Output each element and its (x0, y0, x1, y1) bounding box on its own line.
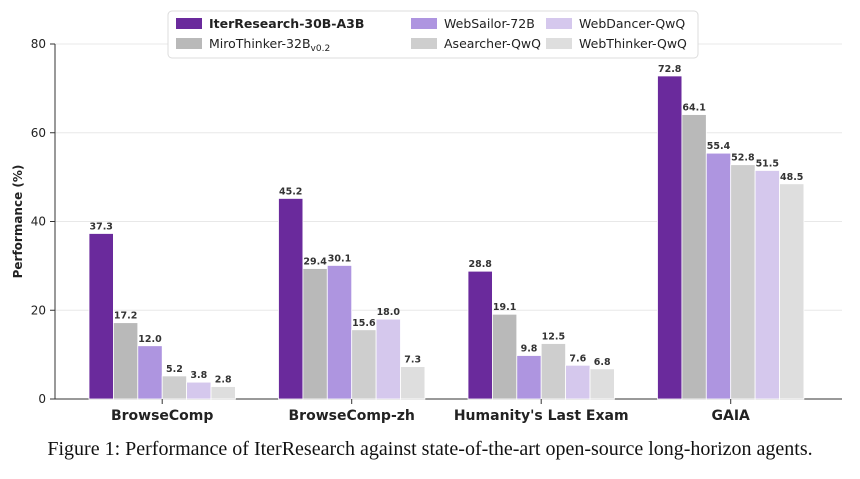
legend-entry: MiroThinker-32Bv0.2 (209, 36, 330, 54)
data-label: 18.0 (377, 307, 401, 318)
figure-caption: Figure 1: Performance of IterResearch ag… (47, 438, 813, 460)
data-label: 6.8 (594, 357, 611, 368)
data-label: 72.8 (658, 64, 682, 75)
legend-entry: WebThinker-QwQ (579, 36, 687, 51)
y-tick-label: 40 (31, 215, 46, 229)
bar (88, 233, 114, 400)
legend-entry: IterResearch-30B-A3B (209, 16, 364, 31)
bar (161, 375, 187, 400)
data-label: 12.0 (138, 334, 162, 345)
data-label: 64.1 (682, 103, 705, 114)
legend-swatch (546, 38, 572, 49)
y-tick-label: 0 (38, 392, 46, 406)
data-label: 7.3 (404, 355, 421, 366)
bar (400, 366, 426, 400)
legend-swatch (411, 38, 437, 49)
bar (467, 270, 493, 400)
bar (326, 265, 353, 400)
data-label: 48.5 (780, 172, 803, 183)
bar (113, 322, 139, 400)
y-axis-label: Performance (%) (11, 165, 25, 279)
bar (137, 345, 163, 400)
bar (589, 368, 615, 400)
x-tick-label: BrowseComp (111, 408, 213, 424)
y-tick-label: 60 (31, 126, 46, 140)
legend-swatch (546, 18, 572, 29)
data-label: 2.8 (215, 375, 232, 386)
data-label: 28.8 (468, 259, 492, 270)
bar (565, 364, 591, 400)
x-tick-label: GAIA (712, 408, 751, 424)
data-label: 5.2 (166, 364, 183, 375)
bar (210, 386, 236, 400)
legend-swatch (176, 38, 202, 49)
bar (730, 164, 756, 400)
legend-subscript: v0.2 (311, 44, 331, 54)
x-tick-label: BrowseComp-zh (289, 408, 415, 424)
data-label: 45.2 (279, 186, 302, 197)
legend-swatch (411, 18, 437, 29)
data-label: 51.5 (756, 158, 779, 169)
data-label: 3.8 (190, 370, 207, 381)
bar (186, 381, 212, 400)
bar (657, 75, 683, 400)
bar (779, 183, 805, 400)
bar (516, 355, 542, 400)
data-label: 55.4 (707, 141, 731, 152)
bar (375, 318, 401, 400)
data-label: 15.6 (352, 318, 376, 329)
data-label: 19.1 (493, 302, 516, 313)
bar (754, 170, 780, 400)
data-label: 17.2 (114, 311, 137, 322)
bar (705, 152, 732, 400)
x-tick-label: Humanity's Last Exam (454, 408, 629, 424)
data-label: 9.8 (521, 344, 538, 355)
legend-entry: WebDancer-QwQ (579, 16, 685, 31)
bar (351, 329, 377, 400)
data-label: 29.4 (303, 257, 327, 268)
y-tick-label: 20 (31, 303, 46, 317)
data-label: 37.3 (89, 221, 112, 232)
legend-entry: Asearcher-QwQ (444, 36, 541, 51)
bar (491, 313, 518, 400)
data-label: 7.6 (569, 353, 586, 364)
y-tick-label: 80 (31, 37, 46, 51)
legend-entry: WebSailor-72B (444, 16, 535, 31)
bar (681, 114, 707, 400)
data-label: 12.5 (542, 332, 565, 343)
bar (302, 268, 328, 400)
data-label: 52.8 (731, 153, 755, 164)
bar (540, 343, 567, 400)
data-label: 30.1 (328, 253, 351, 264)
bar (278, 198, 304, 400)
bar-chart: 0 20 40 60 80 Performance (%) 37.3 17.2 12.0 5.2 3… (11, 10, 842, 424)
legend-swatch (176, 18, 202, 29)
